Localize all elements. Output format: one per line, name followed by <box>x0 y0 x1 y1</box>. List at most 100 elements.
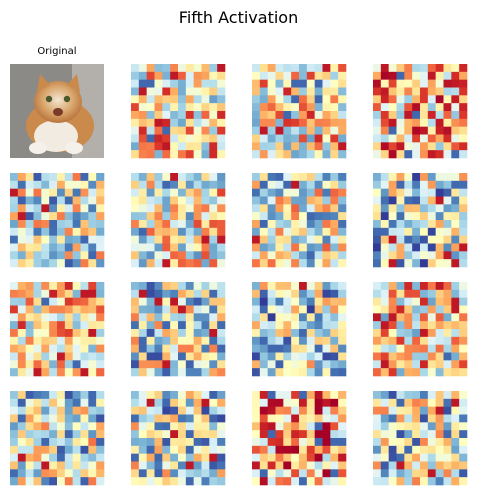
heatmap-cell <box>299 336 308 345</box>
heatmap-cell <box>170 368 179 377</box>
heatmap-cell <box>64 422 73 431</box>
heatmap-cell <box>96 329 105 338</box>
heatmap-cell <box>138 344 147 353</box>
heatmap-cell <box>178 64 187 73</box>
heatmap-cell <box>57 391 66 400</box>
heatmap-cell <box>322 469 331 478</box>
heatmap-cell <box>299 212 308 221</box>
heatmap-cell <box>193 336 202 345</box>
heatmap-cell <box>252 243 261 252</box>
heatmap-cell <box>162 142 171 151</box>
heatmap-cell <box>72 398 81 407</box>
heatmap-cell <box>17 243 26 252</box>
heatmap-cell <box>252 227 261 236</box>
heatmap-cell <box>412 71 421 80</box>
heatmap-cell <box>275 477 284 486</box>
heatmap-cell <box>193 64 202 73</box>
heatmap-cell <box>322 251 331 260</box>
heatmap-cell <box>64 453 73 462</box>
heatmap-cell <box>388 142 397 151</box>
heatmap-cell <box>275 111 284 120</box>
heatmap-cell <box>291 344 300 353</box>
heatmap-cell <box>209 321 218 330</box>
heatmap-cell <box>209 150 218 159</box>
heatmap-cell <box>373 282 382 291</box>
heatmap-cell <box>201 305 210 314</box>
heatmap-cell <box>420 173 429 182</box>
original-panel-label: Original <box>37 46 77 57</box>
heatmap-cell <box>322 188 331 197</box>
heatmap-cell <box>10 430 19 439</box>
heatmap-cell <box>170 352 179 361</box>
heatmap-cell <box>252 126 261 135</box>
heatmap-cell <box>373 406 382 415</box>
heatmap-cell <box>427 134 436 143</box>
heatmap-cell <box>267 360 276 369</box>
heatmap-cell <box>131 313 140 322</box>
heatmap-cell <box>41 352 50 361</box>
heatmap-cell <box>170 406 179 415</box>
heatmap-cell <box>80 305 89 314</box>
heatmap-cell <box>435 95 444 104</box>
heatmap-cell <box>275 126 284 135</box>
heatmap-cell <box>322 297 331 306</box>
heatmap-cell <box>80 438 89 447</box>
heatmap-cell <box>451 321 460 330</box>
heatmap-cell <box>380 453 389 462</box>
heatmap-cell <box>49 297 58 306</box>
heatmap-cell <box>291 243 300 252</box>
heatmap-cell <box>396 243 405 252</box>
heatmap-cell <box>25 344 34 353</box>
heatmap-cell <box>412 321 421 330</box>
heatmap-cell <box>427 220 436 229</box>
heatmap-cell <box>459 360 468 369</box>
heatmap-cell <box>57 321 66 330</box>
heatmap-cell <box>154 352 163 361</box>
heatmap-cell <box>49 477 58 486</box>
heatmap-cell <box>459 445 468 454</box>
heatmap-cell <box>259 391 268 400</box>
heatmap-cell <box>201 204 210 213</box>
heatmap-cell <box>412 430 421 439</box>
heatmap-cell <box>443 103 452 112</box>
heatmap-cell <box>412 79 421 88</box>
heatmap-cell <box>96 453 105 462</box>
activation-5-panel <box>131 173 226 268</box>
heatmap-cell <box>283 368 292 377</box>
heatmap-cell <box>178 196 187 205</box>
heatmap-cell <box>170 87 179 96</box>
heatmap-cell <box>396 95 405 104</box>
heatmap-cell <box>338 64 347 73</box>
heatmap-cell <box>88 220 97 229</box>
heatmap-cell <box>193 391 202 400</box>
heatmap-cell <box>299 188 308 197</box>
heatmap-cell <box>314 227 323 236</box>
heatmap-cell <box>146 414 155 423</box>
heatmap-cell <box>283 391 292 400</box>
heatmap-cell <box>185 95 194 104</box>
heatmap-cell <box>193 289 202 298</box>
heatmap-cell <box>10 336 19 345</box>
heatmap-cell <box>388 430 397 439</box>
heatmap-cell <box>178 220 187 229</box>
heatmap-cell <box>267 297 276 306</box>
heatmap-cell <box>193 235 202 244</box>
heatmap-cell <box>80 477 89 486</box>
heatmap-cell <box>209 391 218 400</box>
heatmap-cell <box>420 438 429 447</box>
heatmap-cell <box>154 95 163 104</box>
heatmap-cell <box>330 204 339 213</box>
heatmap-cell <box>49 235 58 244</box>
heatmap-cell <box>96 445 105 454</box>
heatmap-cell <box>170 259 179 268</box>
heatmap-cell <box>330 469 339 478</box>
heatmap-cell <box>64 336 73 345</box>
heatmap-cell <box>267 414 276 423</box>
heatmap-cell <box>154 469 163 478</box>
heatmap-cell <box>138 111 147 120</box>
heatmap-cell <box>338 321 347 330</box>
heatmap-cell <box>291 453 300 462</box>
heatmap-cell <box>322 212 331 221</box>
heatmap-cell <box>427 336 436 345</box>
heatmap-cell <box>17 461 26 470</box>
